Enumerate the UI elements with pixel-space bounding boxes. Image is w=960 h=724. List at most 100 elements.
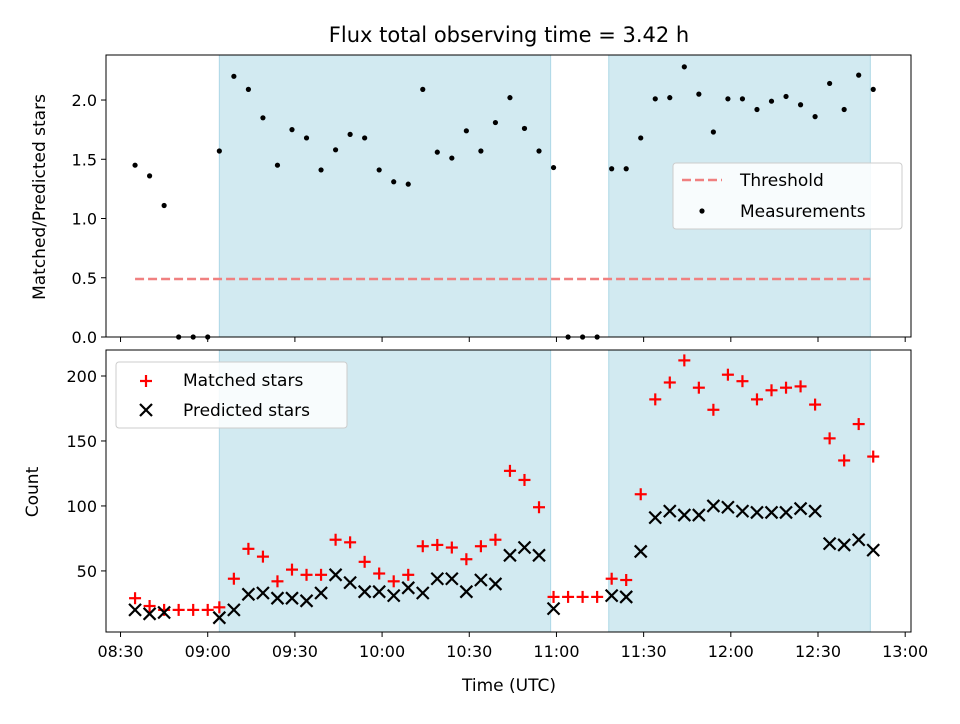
measurement-point bbox=[216, 148, 222, 154]
predicted-star-marker bbox=[851, 532, 866, 547]
matched-star-marker bbox=[562, 590, 575, 603]
legend-threshold-label: Threshold bbox=[739, 171, 824, 191]
matched-star-marker bbox=[852, 418, 865, 431]
matched-star-marker bbox=[721, 368, 734, 381]
predicted-star-marker bbox=[270, 591, 285, 605]
measurement-point bbox=[768, 98, 775, 104]
measurement-point bbox=[783, 93, 789, 100]
x-axis-label: Time (UTC) bbox=[461, 676, 556, 696]
measurement-point bbox=[841, 106, 847, 113]
predicted-star-marker bbox=[445, 571, 459, 586]
matched-star-marker bbox=[678, 354, 691, 367]
predicted-star-marker bbox=[677, 508, 692, 522]
measurement-point bbox=[478, 148, 484, 154]
predicted-star-marker bbox=[706, 499, 721, 513]
matched-star-marker bbox=[402, 568, 415, 581]
bottom-y-tick-label: 150 bbox=[66, 432, 97, 451]
measurement-point bbox=[638, 135, 644, 141]
bottom-y-tick-label: 100 bbox=[66, 497, 97, 516]
x-tick-label: 09:30 bbox=[272, 642, 318, 661]
top-legend: Threshold Measurements bbox=[672, 162, 903, 230]
measurement-point bbox=[245, 86, 252, 92]
predicted-star-marker bbox=[343, 575, 357, 590]
matched-star-marker bbox=[518, 473, 531, 486]
measurement-point bbox=[161, 202, 167, 209]
predicted-star-marker bbox=[750, 505, 764, 520]
matched-star-marker bbox=[387, 575, 400, 588]
measurement-point bbox=[667, 95, 673, 101]
predicted-star-marker bbox=[735, 504, 750, 518]
x-tick-label: 10:00 bbox=[359, 642, 405, 661]
top-y-tick-label: 0.5 bbox=[72, 269, 97, 288]
matched-star-marker bbox=[460, 553, 473, 566]
predicted-star-marker bbox=[604, 588, 619, 603]
matched-star-marker bbox=[315, 568, 328, 581]
predicted-star-marker bbox=[619, 590, 633, 604]
predicted-star-marker bbox=[386, 588, 401, 603]
measurement-point bbox=[405, 181, 411, 187]
matched-star-marker bbox=[129, 592, 142, 605]
legend-matched-label: Matched stars bbox=[183, 371, 303, 391]
matched-star-marker bbox=[794, 380, 807, 393]
predicted-star-marker bbox=[546, 601, 561, 616]
predicted-star-marker bbox=[779, 505, 793, 520]
measurement-point bbox=[623, 166, 629, 172]
measurement-point bbox=[231, 73, 237, 79]
top-axes-frame bbox=[105, 54, 912, 338]
matched-star-marker bbox=[271, 575, 284, 588]
predicted-star-marker bbox=[299, 594, 314, 608]
top-y-tick-label: 1.5 bbox=[72, 150, 97, 169]
measurement-point bbox=[347, 131, 353, 137]
x-tick-label: 10:30 bbox=[446, 642, 492, 661]
predicted-star-marker bbox=[633, 544, 648, 559]
matched-star-marker bbox=[213, 601, 226, 614]
predicted-star-marker bbox=[372, 584, 386, 599]
measurement-point bbox=[260, 115, 266, 121]
matched-star-marker bbox=[329, 533, 342, 546]
measurement-point bbox=[812, 114, 818, 120]
predicted-star-marker bbox=[357, 584, 372, 599]
measurement-point bbox=[754, 106, 760, 113]
measurement-point bbox=[710, 129, 716, 135]
matched-star-marker bbox=[143, 600, 156, 613]
measurement-point bbox=[696, 91, 702, 97]
matched-star-marker bbox=[201, 603, 214, 616]
matched-star-marker bbox=[285, 563, 298, 576]
matched-star-marker bbox=[489, 533, 502, 546]
matched-star-marker bbox=[172, 603, 185, 616]
matched-star-marker bbox=[591, 590, 604, 603]
legend-predicted-label: Predicted stars bbox=[183, 401, 310, 421]
matched-star-marker bbox=[707, 403, 720, 416]
top-y-tick-label: 1.0 bbox=[72, 210, 97, 229]
top-y-tick-label: 2.0 bbox=[72, 91, 97, 110]
measurement-point bbox=[303, 135, 310, 141]
measurement-point bbox=[827, 80, 833, 87]
chart-title: Flux total observing time = 3.42 h bbox=[329, 23, 689, 47]
matched-star-marker bbox=[809, 398, 822, 411]
measurement-point bbox=[521, 125, 528, 132]
x-tick-label: 09:00 bbox=[185, 642, 231, 661]
predicted-star-marker bbox=[866, 543, 880, 557]
predicted-star-marker bbox=[764, 505, 779, 520]
bottom-axes-frame bbox=[105, 349, 912, 633]
measurement-point bbox=[856, 72, 862, 78]
measurement-point bbox=[609, 166, 615, 172]
predicted-star-marker bbox=[793, 501, 808, 516]
matched-star-marker bbox=[765, 384, 778, 397]
matched-star-marker bbox=[242, 542, 255, 555]
matched-star-marker bbox=[620, 574, 633, 587]
bottom-y-tick-label: 200 bbox=[66, 367, 97, 386]
measurement-point bbox=[550, 164, 557, 171]
matched-star-marker bbox=[344, 536, 357, 549]
predicted-star-marker bbox=[212, 610, 227, 625]
matched-star-marker bbox=[867, 450, 880, 463]
x-tick-label: 08:30 bbox=[97, 642, 143, 661]
matched-star-marker bbox=[431, 538, 444, 551]
predicted-star-marker bbox=[808, 504, 822, 518]
bottom-observing-band bbox=[608, 349, 871, 633]
predicted-star-marker bbox=[532, 548, 546, 563]
measurement-point bbox=[725, 96, 731, 102]
predicted-star-marker bbox=[328, 568, 343, 582]
matched-star-marker bbox=[780, 381, 793, 394]
